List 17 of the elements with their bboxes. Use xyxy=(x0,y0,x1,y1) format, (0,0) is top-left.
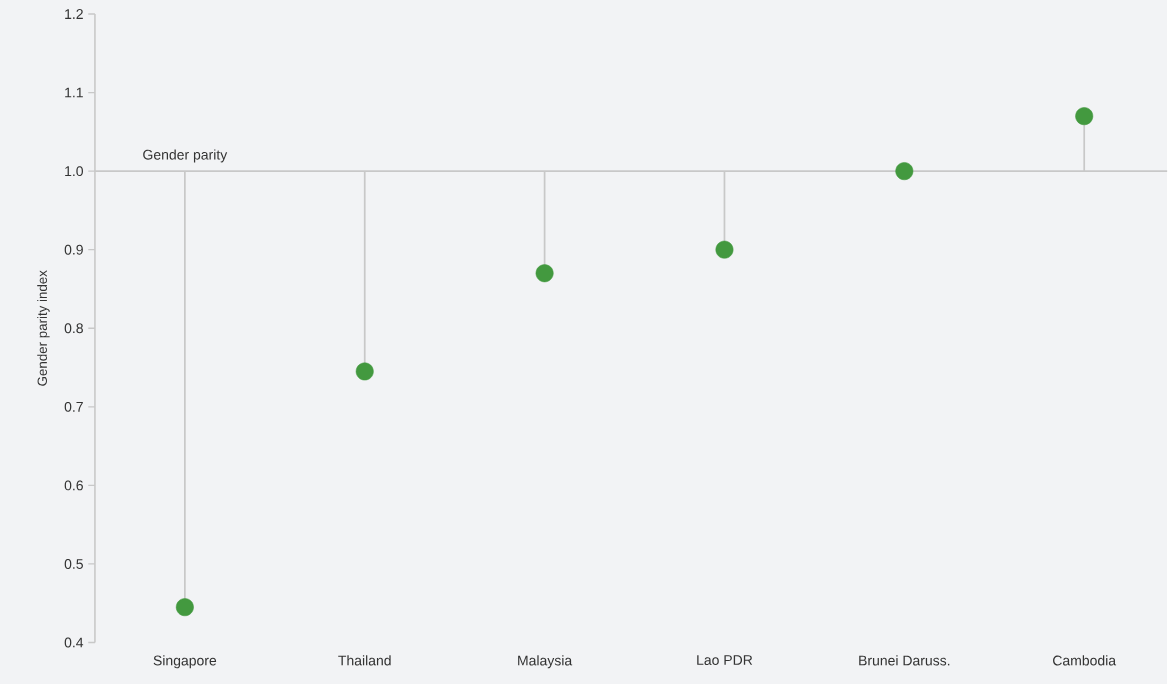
x-tick-label: Brunei Daruss. xyxy=(859,654,950,666)
y-tick-label: 0.9 xyxy=(64,244,83,255)
x-tick-label: Malaysia xyxy=(518,654,573,669)
x-tick-label: Cambodia xyxy=(1053,654,1117,666)
y-tick-label: 0.5 xyxy=(64,558,83,569)
y-tick-label: 0.6 xyxy=(64,480,83,491)
y-tick-label: 1.0 xyxy=(65,165,84,176)
ref-line-label: Gender parity xyxy=(143,149,228,163)
x-tick-label: Thailand xyxy=(338,654,391,666)
y-axis-title: Gender parity index xyxy=(37,270,50,386)
y-tick-label: 0.4 xyxy=(64,637,84,648)
y-tick-label: 1.1 xyxy=(65,87,83,98)
x-tick-label: Singapore xyxy=(153,654,217,669)
y-tick-label: 1.2 xyxy=(65,8,83,19)
x-tick-label: Lao PDR xyxy=(697,655,753,665)
y-tick-label: 0.8 xyxy=(64,323,83,333)
y-tick-label: 0.7 xyxy=(64,401,83,412)
